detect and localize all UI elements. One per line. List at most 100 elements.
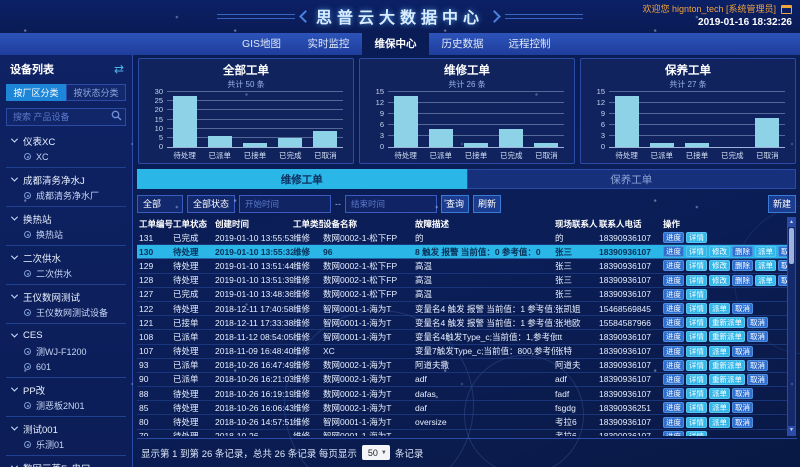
- sidebar-tab-2[interactable]: 按状态分类: [66, 84, 126, 101]
- action-button[interactable]: 取消: [732, 416, 753, 428]
- table-row[interactable]: 129 待处理 2019-01-10 13:51:44 维修 数网0002-1-松下FP…: [137, 259, 796, 274]
- tree-group[interactable]: 仪表XC: [0, 132, 132, 149]
- refresh-button[interactable]: 刷新: [473, 194, 502, 213]
- action-button[interactable]: 取消: [747, 317, 768, 329]
- nav-tab-1[interactable]: GIS地图: [241, 38, 282, 50]
- tree-item[interactable]: 王仪数网测试设备: [0, 305, 132, 320]
- table-row[interactable]: 107 待处理 2018-11-09 16:48:40 维修 XC 变量7触发Type_c…: [137, 345, 796, 359]
- action-button[interactable]: 删除: [732, 260, 753, 272]
- tree-group[interactable]: PP改: [0, 381, 132, 398]
- action-button[interactable]: 修改: [709, 274, 730, 286]
- action-button[interactable]: 取消: [747, 359, 768, 371]
- tree-item[interactable]: 二次供水: [0, 266, 132, 281]
- tree-group[interactable]: 二次供水: [0, 249, 132, 266]
- table-scrollbar[interactable]: ▲ ▼: [787, 217, 796, 436]
- table-row[interactable]: 130 待处理 2019-01-10 13:55:32 维修 96 8 触发 报警 当前值…: [137, 245, 796, 260]
- action-button[interactable]: 取消: [732, 303, 753, 315]
- action-button[interactable]: 进度: [663, 274, 684, 286]
- action-button[interactable]: 进度: [663, 317, 684, 329]
- table-row[interactable]: 121 已接单 2018-12-11 17:33:38 维修 智网0001-1-海为T 变…: [137, 316, 796, 331]
- action-button[interactable]: 详情: [686, 260, 707, 272]
- tree-group[interactable]: CES: [0, 327, 132, 344]
- tree-group[interactable]: 换热站: [0, 210, 132, 227]
- tree-item[interactable]: 测WJ-F1200: [0, 344, 132, 359]
- table-row[interactable]: 93 已派单 2018-10-26 16:47:49 维修 数网0002-1-海为T 阿道…: [137, 359, 796, 373]
- table-row[interactable]: 122 待处理 2018-12-11 17:40:58 维修 智网0001-1-海为T 变…: [137, 302, 796, 317]
- action-button[interactable]: 详情: [686, 331, 707, 343]
- tree-item[interactable]: 换热站: [0, 227, 132, 242]
- action-button[interactable]: 详情: [686, 373, 707, 385]
- action-button[interactable]: 派单: [755, 246, 776, 258]
- action-button[interactable]: 删除: [732, 246, 753, 258]
- action-button[interactable]: 进度: [663, 416, 684, 428]
- tree-item[interactable]: 测恶板2N01: [0, 398, 132, 413]
- action-button[interactable]: 进度: [663, 232, 684, 244]
- action-button[interactable]: 详情: [686, 303, 707, 315]
- table-row[interactable]: 131 已完成 2019-01-10 13:55:53 维修 数网0002-1-松下FP…: [137, 231, 796, 246]
- tree-item[interactable]: 601: [0, 359, 132, 374]
- action-button[interactable]: 进度: [663, 288, 684, 300]
- action-button[interactable]: 取消: [732, 388, 753, 400]
- tree-group[interactable]: 王仪数网测试: [0, 288, 132, 305]
- tree-item[interactable]: 乐测01: [0, 437, 132, 452]
- action-button[interactable]: 进度: [663, 430, 684, 436]
- action-button[interactable]: 进度: [663, 402, 684, 414]
- action-button[interactable]: 删除: [732, 274, 753, 286]
- scroll-up-icon[interactable]: ▲: [788, 218, 795, 227]
- tree-item[interactable]: XC: [0, 149, 132, 164]
- table-row[interactable]: 128 待处理 2019-01-10 13:51:39 维修 数网0002-1-松下FP…: [137, 274, 796, 288]
- action-button[interactable]: 进度: [663, 303, 684, 315]
- action-button[interactable]: 取消: [747, 373, 768, 385]
- worktab-1[interactable]: 维修工单: [137, 169, 467, 189]
- action-button[interactable]: 进度: [663, 388, 684, 400]
- worktab-2[interactable]: 保养工单: [466, 169, 796, 189]
- action-button[interactable]: 详情: [686, 246, 707, 258]
- nav-tab-3[interactable]: 维保中心: [362, 33, 429, 55]
- action-button[interactable]: 重新派单: [709, 373, 745, 385]
- scroll-down-icon[interactable]: ▼: [788, 426, 795, 435]
- nav-tab-2[interactable]: 实时监控: [307, 38, 350, 50]
- action-button[interactable]: 派单: [755, 274, 776, 286]
- action-button[interactable]: 派单: [709, 402, 730, 414]
- action-button[interactable]: 进度: [663, 246, 684, 258]
- action-button[interactable]: 进度: [663, 373, 684, 385]
- action-button[interactable]: 进度: [663, 331, 684, 343]
- action-button[interactable]: 修改: [709, 246, 730, 258]
- tree-group[interactable]: 数网三菱Fx串口: [0, 459, 132, 467]
- new-button[interactable]: 新建: [767, 194, 796, 213]
- action-button[interactable]: 详情: [686, 274, 707, 286]
- sidebar-tab-1[interactable]: 按厂区分类: [6, 84, 66, 101]
- table-row[interactable]: 79待处理2018-10-26维修智网0001-1-海为T 考拉618390936…: [137, 430, 796, 436]
- action-button[interactable]: 派单: [709, 345, 730, 357]
- nav-tab-5[interactable]: 远程控制: [508, 38, 551, 50]
- action-button[interactable]: 进度: [663, 345, 684, 357]
- scrollbar-thumb[interactable]: [789, 228, 794, 264]
- status-filter-select[interactable]: 全部状态: [187, 194, 235, 213]
- action-button[interactable]: 重新派单: [709, 331, 745, 343]
- action-button[interactable]: 重新派单: [709, 317, 745, 329]
- table-row[interactable]: 90 已派单 2018-10-26 16:21:03 维修 数网0002-1-海为T ad…: [137, 373, 796, 388]
- action-button[interactable]: 派单: [709, 416, 730, 428]
- action-button[interactable]: 详情: [686, 416, 707, 428]
- page-size-select[interactable]: 50 ▼: [361, 445, 390, 460]
- table-row[interactable]: 127 已完成 2019-01-10 13:48:36 维修 数网0002-1-松下FP…: [137, 288, 796, 302]
- action-button[interactable]: 详情: [686, 288, 707, 300]
- device-search-input[interactable]: [6, 108, 126, 126]
- start-time-input[interactable]: [239, 194, 331, 213]
- action-button[interactable]: 详情: [686, 402, 707, 414]
- type-filter-select[interactable]: 全部: [137, 194, 183, 213]
- action-button[interactable]: 详情: [686, 232, 707, 244]
- table-row[interactable]: 80 待处理 2018-10-26 14:57:51 维修 智网0001-1-海为T ov…: [137, 415, 796, 430]
- table-row[interactable]: 85 待处理 2018-10-26 16:06:43 维修 数网0002-1-海为T da…: [137, 401, 796, 416]
- action-button[interactable]: 详情: [686, 388, 707, 400]
- collapse-sidebar-icon[interactable]: ⇄: [113, 62, 124, 76]
- action-button[interactable]: 取消: [732, 402, 753, 414]
- calendar-icon[interactable]: [781, 5, 792, 14]
- table-row[interactable]: 88 待处理 2018-10-26 16:19:19 维修 数网0002-1-海为T da…: [137, 387, 796, 402]
- tree-item[interactable]: 成都清务净水厂: [0, 188, 132, 203]
- action-button[interactable]: 详情: [686, 345, 707, 357]
- end-time-input[interactable]: [345, 194, 437, 213]
- action-button[interactable]: 详情: [686, 317, 707, 329]
- action-button[interactable]: 取消: [747, 331, 768, 343]
- action-button[interactable]: 详情: [686, 359, 707, 371]
